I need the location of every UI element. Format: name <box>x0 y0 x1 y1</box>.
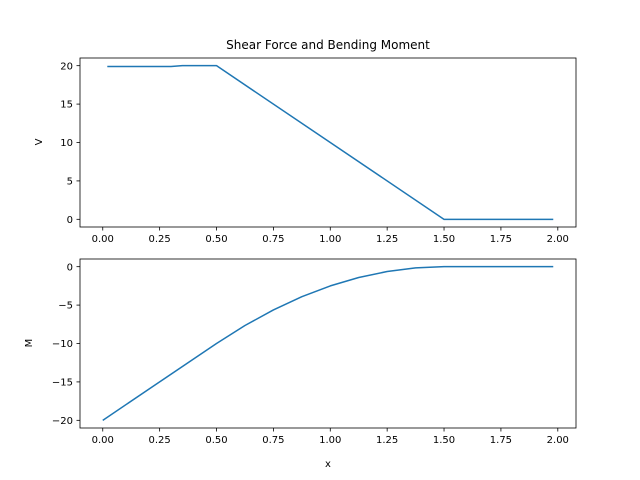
moment-x-tick-label: 1.25 <box>376 435 398 446</box>
moment-x-tick-label: 0.75 <box>262 435 284 446</box>
shear-y-tick-label: 15 <box>60 100 73 111</box>
moment-y-tick-label: −10 <box>52 339 73 350</box>
shear-x-tick-label: 1.75 <box>490 234 512 245</box>
shear-y-tick-label: 10 <box>60 138 73 149</box>
moment-y-tick-label: −20 <box>52 416 73 427</box>
shear-y-axis-label: V <box>34 138 45 145</box>
moment-series-line <box>102 265 554 421</box>
moment-x-tick-label: 2.00 <box>547 435 569 446</box>
moment-x-axis-label: x <box>325 459 331 470</box>
shear-x-tick-label: 1.50 <box>433 234 455 245</box>
shear-y-tick-label: 0 <box>67 215 73 226</box>
moment-x-tick-label: 0.50 <box>205 435 227 446</box>
moment-x-tick-label: 0.00 <box>92 435 114 446</box>
moment-y-axis-label: M <box>24 339 35 348</box>
moment-plot-area: 0.00 0.25 0.50 0.75 1.00 1.25 1.50 1.75 2.00 −20 −… <box>52 258 577 446</box>
shear-x-tick-label: 0.50 <box>205 234 227 245</box>
shear-x-tick-label: 1.25 <box>376 234 398 245</box>
shear-x-tick-label: 0.25 <box>149 234 171 245</box>
moment-x-tick-label: 0.25 <box>149 435 171 446</box>
moment-x-tick-label: 1.50 <box>433 435 455 446</box>
shear-x-tick-label: 1.00 <box>319 234 341 245</box>
moment-y-tick-label: −15 <box>52 378 73 389</box>
bending-moment-panel: 0.00 0.25 0.50 0.75 1.00 1.25 1.50 1.75 2.00 −20 −… <box>24 258 577 470</box>
shear-x-tick-label: 0.75 <box>262 234 284 245</box>
shear-x-tick-label: 0.00 <box>92 234 114 245</box>
moment-y-tick-label: 0 <box>67 262 73 273</box>
moment-x-tick-label: 1.75 <box>490 435 512 446</box>
shear-x-tick-label: 2.00 <box>547 234 569 245</box>
shear-y-tick-label: 20 <box>60 61 73 72</box>
chart-title: Shear Force and Bending Moment <box>226 38 430 52</box>
shear-y-tick-label: 5 <box>67 177 73 188</box>
moment-y-tick-label: −5 <box>58 301 73 312</box>
shear-series-line <box>107 64 554 221</box>
shear-plot-area: 0.00 0.25 0.50 0.75 1.00 1.25 1.50 1.75 2.00 0 5 10… <box>60 57 577 245</box>
moment-x-tick-label: 1.00 <box>319 435 341 446</box>
shear-force-panel: Shear Force and Bending Moment 0.00 0.25 0… <box>34 38 577 245</box>
